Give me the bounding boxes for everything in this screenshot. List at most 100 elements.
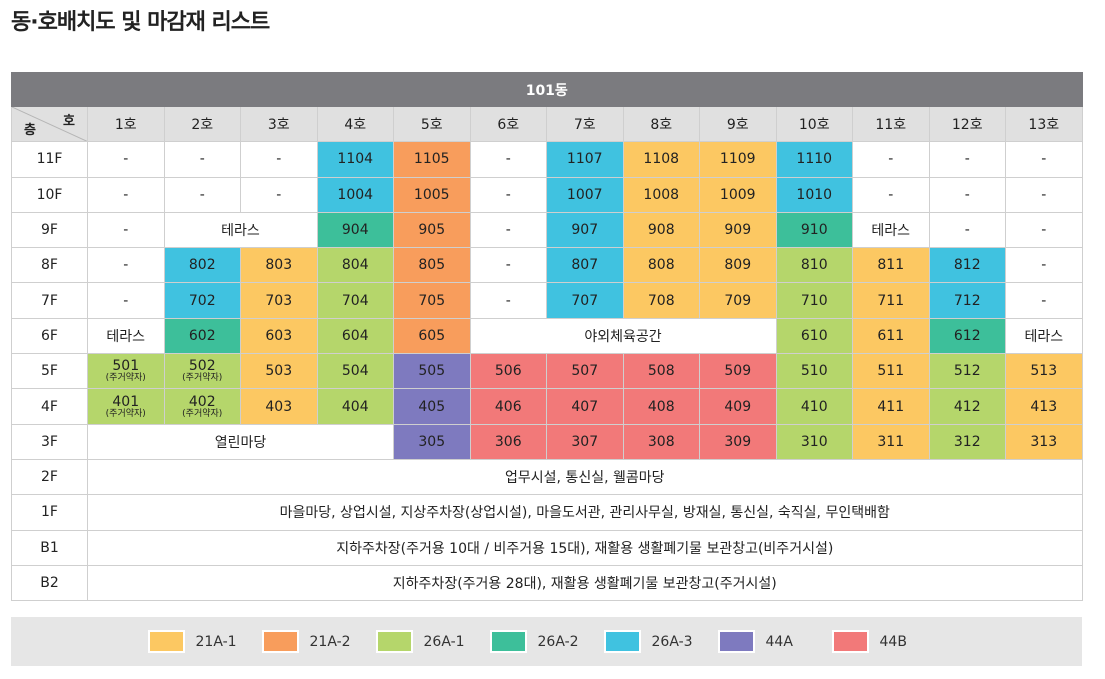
unit-cell: 505 xyxy=(393,353,471,390)
unit-cell: 605 xyxy=(393,317,471,355)
unit-cell: 1109 xyxy=(699,141,777,178)
unit-cell: 909 xyxy=(699,211,777,249)
column-header: 3호 xyxy=(240,105,318,143)
column-header: 11호 xyxy=(852,105,930,143)
floor-label: 9F xyxy=(11,211,88,249)
legend-label: 21A-2 xyxy=(309,633,351,650)
unit-cell: 703 xyxy=(240,282,318,319)
unit-number: 501 xyxy=(112,358,140,375)
legend-label: 44B xyxy=(879,633,907,650)
unit-cell: 1104 xyxy=(316,141,394,178)
unit-note: (주거약자) xyxy=(182,373,223,384)
empty-cell: - xyxy=(163,141,241,178)
unit-number: 402 xyxy=(188,393,216,410)
unit-number: 401 xyxy=(112,393,140,410)
column-header-row: 호 층 1호 2호 3호 4호 5호 6호 7호 8호 9호 10호 11호 12호 13호 xyxy=(11,105,1083,143)
legend-item: 44B xyxy=(831,630,946,653)
unit-cell: 413 xyxy=(1005,388,1083,425)
unit-cell: 809 xyxy=(699,247,777,284)
unit-cell: 905 xyxy=(393,211,471,249)
unit-note: (주거약자) xyxy=(105,408,146,419)
unit-cell: 502 (주거약자) xyxy=(163,353,241,390)
unit-cell: 408 xyxy=(622,388,700,425)
legend-item: 21A-2 xyxy=(261,630,376,653)
legend-item: 26A-2 xyxy=(489,630,604,653)
unit-cell: 610 xyxy=(775,317,853,355)
facility-cell: 테라스 xyxy=(163,211,318,249)
table-row: 2F 업무시설, 통신실, 웰콤마당 xyxy=(11,458,1083,496)
building-row: 101동 xyxy=(11,72,1083,107)
unit-cell: 709 xyxy=(699,282,777,319)
column-header: 10호 xyxy=(775,105,853,143)
table-row: B2 지하주차장(주거용 28대), 재활용 생활폐기물 보관창고(주거시설) xyxy=(11,564,1083,602)
facility-cell: 지하주차장(주거용 28대), 재활용 생활폐기물 보관창고(주거시설) xyxy=(87,564,1083,602)
unit-cell: 512 xyxy=(928,353,1006,390)
empty-cell: - xyxy=(852,141,930,178)
table-body: 11F - - -1104 1105-1107 1108 1109 1110- - -10F - - -… xyxy=(11,141,1083,602)
empty-cell: - xyxy=(1005,247,1083,284)
floor-label: 8F xyxy=(11,247,88,284)
unit-cell: 410 xyxy=(775,388,853,425)
empty-cell: - xyxy=(928,211,1006,249)
empty-cell: - xyxy=(469,176,547,213)
corner-header: 호 층 xyxy=(11,105,88,143)
unit-cell: 602 xyxy=(163,317,241,355)
empty-cell: - xyxy=(469,211,547,249)
legend-item: 44A xyxy=(717,630,832,653)
legend-swatch xyxy=(375,630,413,653)
facility-cell: 마을마당, 상업시설, 지상주차장(상업시설), 마을도서관, 관리사무실, 방… xyxy=(87,494,1083,531)
table-row: B1 지하주차장(주거용 10대 / 비주거용 15대), 재활용 생활폐기물 보… xyxy=(11,529,1083,566)
unit-cell: 506 xyxy=(469,353,547,390)
column-header: 2호 xyxy=(163,105,241,143)
facility-cell: 테라스 xyxy=(87,317,165,355)
unit-note: (주거약자) xyxy=(182,408,223,419)
empty-cell: - xyxy=(928,176,1006,213)
empty-cell: - xyxy=(240,141,318,178)
unit-cell: 1007 xyxy=(546,176,624,213)
legend-swatch xyxy=(603,630,641,653)
unit-cell: 907 xyxy=(546,211,624,249)
unit-cell: 1008 xyxy=(622,176,700,213)
legend-label: 26A-1 xyxy=(423,633,465,650)
empty-cell: - xyxy=(928,141,1006,178)
unit-cell: 712 xyxy=(928,282,1006,319)
unit-cell: 1005 xyxy=(393,176,471,213)
unit-cell: 1107 xyxy=(546,141,624,178)
unit-cell: 501 (주거약자) xyxy=(87,353,165,390)
unit-cell: 1105 xyxy=(393,141,471,178)
unit-cell: 403 xyxy=(240,388,318,425)
column-header: 1호 xyxy=(87,105,165,143)
unit-cell: 603 xyxy=(240,317,318,355)
floor-label: 3F xyxy=(11,423,88,460)
facility-cell: 테라스 xyxy=(852,211,930,249)
empty-cell: - xyxy=(1005,282,1083,319)
legend-item: 26A-3 xyxy=(603,630,718,653)
table-row: 10F - - -1004 1005-1007 1008 1009 1010- - - xyxy=(11,176,1083,213)
empty-cell: - xyxy=(87,211,165,249)
unit-cell: 704 xyxy=(316,282,394,319)
unit-cell: 1009 xyxy=(699,176,777,213)
facility-cell: 야외체육공간 xyxy=(469,317,777,355)
unit-cell: 510 xyxy=(775,353,853,390)
corner-floor-label: 층 xyxy=(24,123,36,139)
unit-cell: 1110 xyxy=(775,141,853,178)
unit-cell: 513 xyxy=(1005,353,1083,390)
column-header: 7호 xyxy=(546,105,624,143)
unit-cell: 310 xyxy=(775,423,853,460)
unit-layout-table: 101동 호 층 1호 2호 3호 4호 5호 6호 7호 8호 9호 10호 11호 12호 13호 … xyxy=(11,72,1083,602)
table-row: 7F -702 703 704 705-707 708 709 710 711 712- xyxy=(11,282,1083,319)
empty-cell: - xyxy=(1005,141,1083,178)
column-header: 8호 xyxy=(622,105,700,143)
unit-cell: 411 xyxy=(852,388,930,425)
unit-cell: 702 xyxy=(163,282,241,319)
table-row: 6F 테라스 602 603 604 605 야외체육공간 610 611 612 테라스 xyxy=(11,317,1083,355)
unit-cell: 804 xyxy=(316,247,394,284)
table-row: 1F 마을마당, 상업시설, 지상주차장(상업시설), 마을도서관, 관리사무실,… xyxy=(11,494,1083,531)
unit-cell: 312 xyxy=(928,423,1006,460)
unit-cell: 812 xyxy=(928,247,1006,284)
unit-cell: 612 xyxy=(928,317,1006,355)
unit-cell: 407 xyxy=(546,388,624,425)
unit-cell: 1108 xyxy=(622,141,700,178)
corner-ho-label: 호 xyxy=(63,114,75,129)
unit-cell: 802 xyxy=(163,247,241,284)
